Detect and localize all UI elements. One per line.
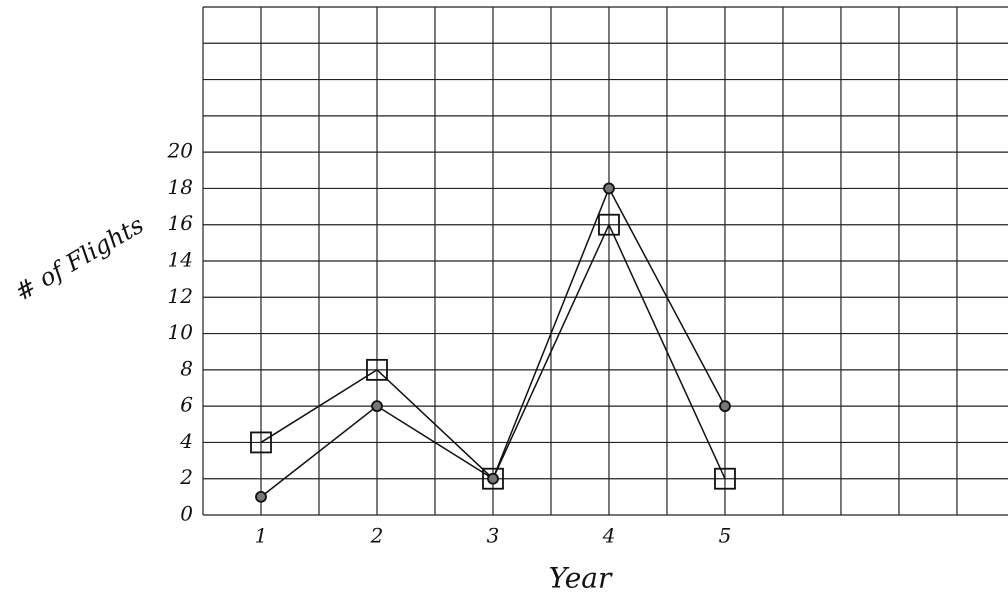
y-tick-label: 4: [179, 429, 193, 453]
y-tick-label: 18: [168, 175, 193, 199]
y-tick-label: 20: [167, 139, 194, 163]
y-axis-label: # of Flights: [10, 211, 148, 307]
circle-marker: [488, 474, 498, 484]
circle-marker: [256, 492, 266, 502]
y-tick-label: 2: [179, 465, 193, 489]
y-tick-label: 10: [168, 320, 194, 344]
x-tick-label: 1: [255, 524, 268, 548]
x-tick-label: 2: [370, 524, 384, 548]
circle-marker: [604, 183, 614, 193]
y-tick-label: 12: [168, 284, 193, 308]
y-tick-label: 0: [180, 502, 193, 526]
x-tick-label: 4: [602, 524, 616, 548]
y-tick-label: 16: [168, 211, 194, 235]
y-tick-label: 6: [180, 393, 193, 417]
x-tick-label: 3: [487, 524, 500, 548]
circle-marker: [372, 401, 382, 411]
x-tick-label: 5: [719, 524, 732, 548]
y-tick-label: 8: [180, 356, 193, 380]
chart: Year # of Flights 0246810121416182012345: [0, 0, 1008, 596]
circle-marker: [720, 401, 730, 411]
x-axis-label: Year: [549, 562, 613, 595]
y-tick-label: 14: [168, 248, 193, 272]
